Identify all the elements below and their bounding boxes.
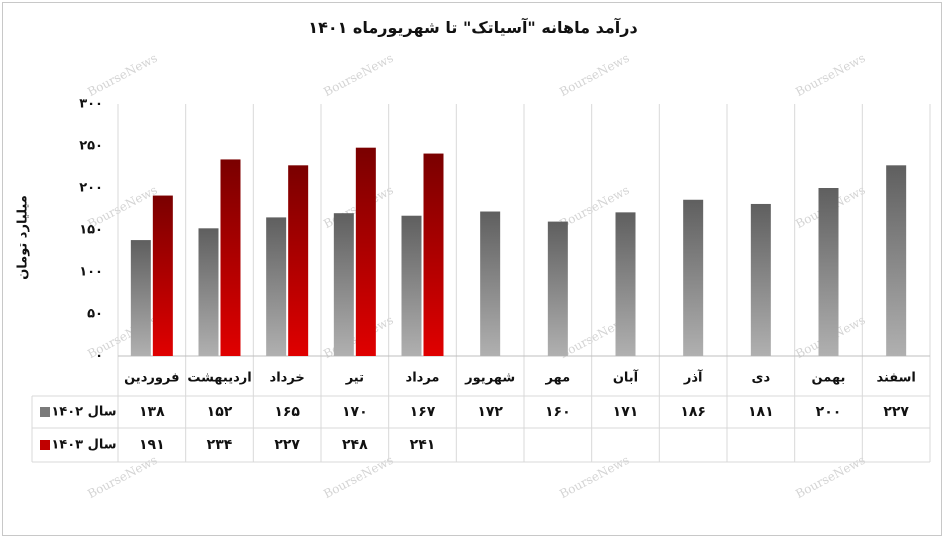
table-value-series-1: ۱۷۲ <box>477 404 503 420</box>
y-tick-label: ۱۵۰ <box>79 223 103 238</box>
table-value-series-1: ۱۸۱ <box>748 404 774 420</box>
table-value-series-2: ۲۴۱ <box>410 437 436 453</box>
x-category-label: بهمن <box>812 371 846 386</box>
x-category-label: دی <box>752 371 771 386</box>
x-category-label: فروردین <box>124 371 179 386</box>
table-value-series-1: ۲۰۰ <box>816 404 842 420</box>
x-category-label: آبان <box>613 369 639 386</box>
bar-series-1 <box>198 228 219 356</box>
table-value-series-1: ۱۳۸ <box>139 404 165 420</box>
table-value-series-2: ۲۲۷ <box>274 437 300 453</box>
table-value-series-1: ۱۸۶ <box>680 404 706 420</box>
bar-series-1 <box>547 221 568 356</box>
legend-key-series-2 <box>40 440 50 450</box>
bar-series-1 <box>750 203 771 356</box>
y-tick-label: ۱۰۰ <box>79 265 103 280</box>
x-category-label: خرداد <box>270 371 305 386</box>
table-value-series-1: ۱۵۲ <box>207 404 233 420</box>
bar-series-1 <box>886 165 907 356</box>
legend-label-series-2: سال ۱۴۰۳ <box>51 438 116 453</box>
bar-series-1 <box>480 211 501 356</box>
x-category-label: مهر <box>544 371 570 386</box>
x-category-label: شهریور <box>464 371 515 386</box>
bar-series-2 <box>220 159 241 356</box>
bar-series-1 <box>130 240 151 356</box>
bar-series-2 <box>423 153 444 356</box>
table-value-series-2: ۱۹۱ <box>139 437 165 453</box>
legend-key-series-1 <box>40 407 50 417</box>
x-category-label: مرداد <box>406 371 440 386</box>
bar-series-2 <box>288 165 309 356</box>
table-value-series-2: ۲۳۴ <box>207 437 233 453</box>
x-category-label: اردیبهشت <box>187 371 251 386</box>
bar-series-1 <box>401 215 422 356</box>
y-tick-label: ۵۰ <box>87 307 103 322</box>
bar-series-1 <box>615 212 636 356</box>
table-value-series-1: ۱۷۱ <box>613 404 639 420</box>
x-category-label: اسفند <box>876 371 915 386</box>
legend-label-series-1: سال ۱۴۰۲ <box>51 405 116 420</box>
y-tick-label: ۲۵۰ <box>79 139 103 154</box>
table-value-series-1: ۲۲۷ <box>883 404 909 420</box>
bar-series-2 <box>355 147 376 356</box>
y-tick-label: ۳۰۰ <box>79 97 103 112</box>
x-category-label: آذر <box>683 369 703 386</box>
bar-series-1 <box>266 217 287 356</box>
bar-series-1 <box>683 199 704 356</box>
bar-series-1 <box>818 188 839 356</box>
bar-series-2 <box>152 195 173 356</box>
table-value-series-1: ۱۶۷ <box>410 404 436 420</box>
table-value-series-1: ۱۷۰ <box>342 404 368 420</box>
chart-title: درآمد ماهانه "آسیاتک" تا شهریورماه ۱۴۰۱ <box>308 18 638 37</box>
table-value-series-2: ۲۴۸ <box>342 437 368 453</box>
x-category-label: تیر <box>345 371 364 386</box>
table-value-series-1: ۱۶۵ <box>274 404 300 420</box>
y-tick-label: ۰ <box>95 349 103 364</box>
bar-series-1 <box>333 213 354 356</box>
table-value-series-1: ۱۶۰ <box>545 404 571 420</box>
y-tick-label: ۲۰۰ <box>79 181 103 196</box>
